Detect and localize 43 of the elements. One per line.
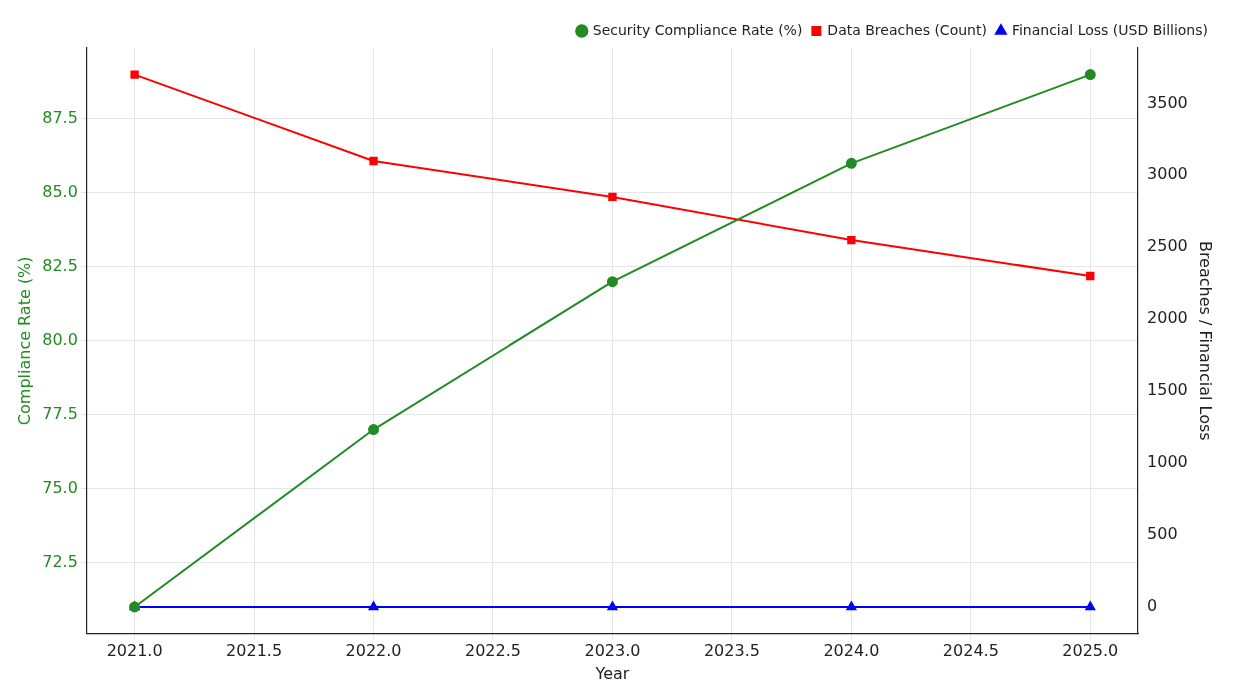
legend-label: Financial Loss (USD Billions) bbox=[1011, 21, 1209, 38]
point bbox=[845, 157, 857, 169]
point bbox=[607, 601, 618, 611]
point bbox=[1086, 271, 1095, 281]
x-tick-label: 2025.0 bbox=[1062, 641, 1119, 661]
y-tick-label: 80.0 bbox=[42, 329, 78, 349]
point bbox=[368, 601, 379, 611]
x-tick-label: 2024.5 bbox=[942, 641, 999, 661]
point bbox=[608, 192, 617, 202]
y2-tick-label: 0 bbox=[1147, 596, 1158, 616]
point bbox=[369, 156, 378, 166]
x-tick-label: 2021.0 bbox=[106, 641, 163, 661]
point bbox=[130, 70, 139, 79]
point bbox=[368, 424, 380, 436]
x-tick-label: 2023.0 bbox=[584, 641, 641, 661]
x-tick-label: 2023.5 bbox=[703, 641, 760, 661]
y-tick-label: 85.0 bbox=[42, 182, 78, 202]
y2-tick-label: 500 bbox=[1147, 524, 1178, 544]
y2-tick-label: 3500 bbox=[1147, 92, 1188, 112]
y-tick-label: 82.5 bbox=[42, 256, 78, 276]
x-tick-label: 2021.5 bbox=[226, 641, 283, 661]
x-tick-label: 2024.0 bbox=[823, 641, 880, 661]
y2-tick-label: 1500 bbox=[1147, 380, 1188, 400]
y2-tick-label: 3000 bbox=[1147, 164, 1188, 184]
point bbox=[846, 601, 857, 611]
y-tick-label: 77.5 bbox=[42, 403, 78, 423]
y-axis-title: Compliance Rate (%) bbox=[14, 256, 34, 426]
legend-label: Data Breaches (Count) bbox=[827, 21, 987, 38]
y2-axis-title: Breaches / Financial Loss bbox=[1196, 240, 1216, 441]
point bbox=[1085, 601, 1096, 611]
legend-label: Security Compliance Rate (%) bbox=[592, 21, 803, 38]
y2-tick-label: 2000 bbox=[1147, 308, 1188, 328]
x-axis-title: Year bbox=[594, 663, 630, 683]
y2-tick-label: 2500 bbox=[1147, 236, 1188, 256]
point bbox=[606, 276, 618, 288]
y-tick-label: 72.5 bbox=[42, 551, 78, 571]
y2-tick-label: 1000 bbox=[1147, 452, 1188, 472]
y-tick-label: 87.5 bbox=[42, 108, 78, 128]
point bbox=[847, 235, 856, 245]
y-tick-label: 75.0 bbox=[42, 477, 78, 497]
x-tick-label: 2022.5 bbox=[465, 641, 521, 661]
x-tick-label: 2022.0 bbox=[345, 641, 402, 661]
point bbox=[1084, 69, 1096, 81]
